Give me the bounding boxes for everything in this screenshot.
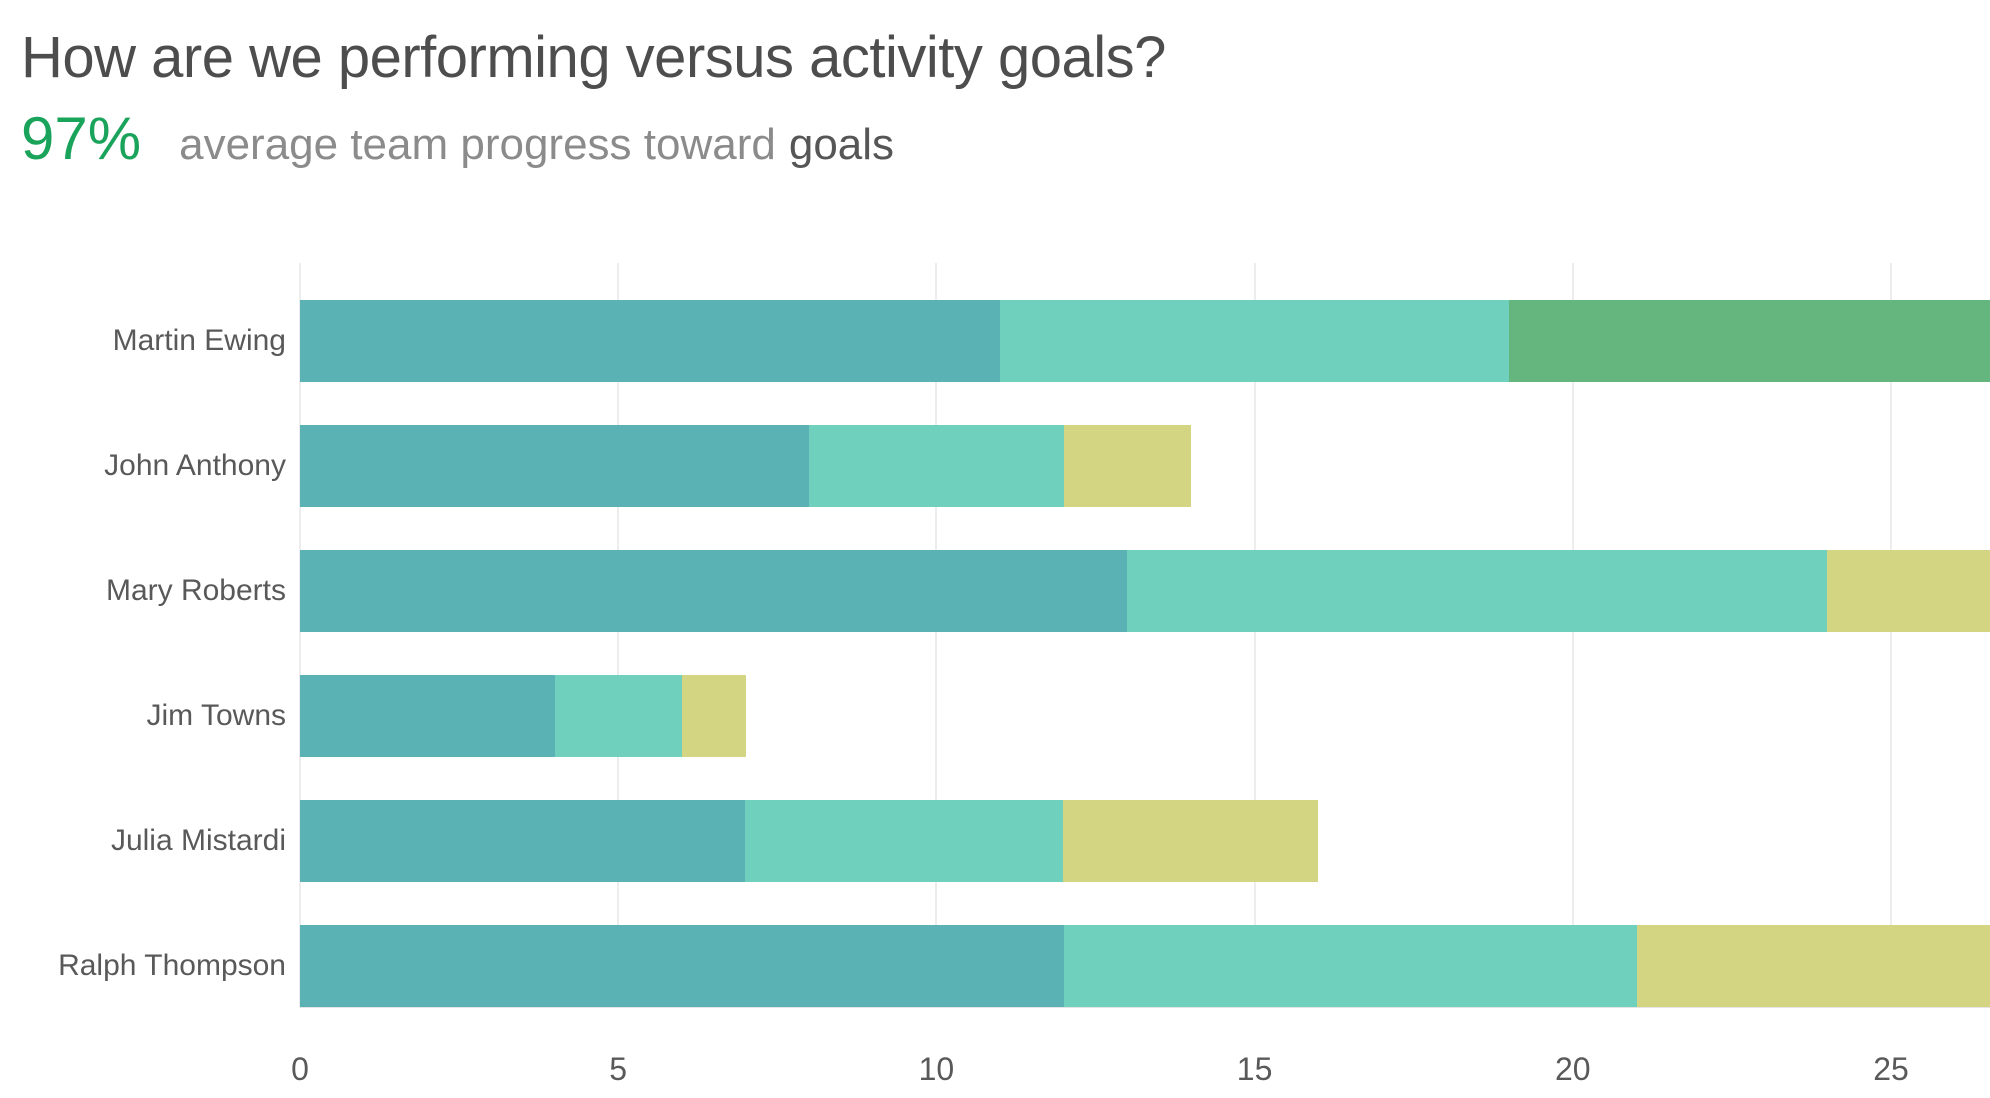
gridline-25 <box>1890 263 1892 1007</box>
kpi-label-emphasis: goals <box>788 120 895 169</box>
bar-segment-martin-ewing-2 <box>1000 300 1509 382</box>
bar-segment-ralph-thompson-1 <box>300 925 1064 1007</box>
x-tick-label: 20 <box>1555 1051 1591 1087</box>
x-tick-label: 15 <box>1236 1051 1273 1087</box>
bar-segment-julia-mistardi-2 <box>745 800 1063 882</box>
x-tick-label: 5 <box>609 1051 628 1087</box>
bar-segment-jim-towns-3 <box>682 675 746 757</box>
bar-segment-john-anthony-3 <box>1064 425 1191 507</box>
bar-ralph-thompson <box>300 925 1990 1007</box>
bar-segment-mary-roberts-2 <box>1127 550 1827 632</box>
bar-segment-jim-towns-2 <box>555 675 682 757</box>
category-label-ralph-thompson: Ralph Thompson <box>58 949 286 982</box>
category-label-martin-ewing: Martin Ewing <box>112 324 286 357</box>
x-tick-label: 25 <box>1873 1051 1909 1087</box>
bar-segment-martin-ewing-3 <box>1509 300 1990 382</box>
gridline-0 <box>299 263 301 1007</box>
bar-john-anthony <box>300 425 1191 507</box>
bar-segment-mary-roberts-1 <box>300 550 1127 632</box>
stacked-bar-chart: Martin Ewing John Anthony Mary Roberts Jim … <box>0 263 1990 1098</box>
x-tick-label: 0 <box>291 1051 309 1087</box>
gridline-5 <box>617 263 620 1007</box>
bar-segment-mary-roberts-3 <box>1827 550 1990 632</box>
bar-julia-mistardi <box>300 800 1318 882</box>
gridline-10 <box>935 263 938 1007</box>
category-label-john-anthony: John Anthony <box>104 449 286 482</box>
x-tick-label: 10 <box>918 1051 955 1087</box>
bar-martin-ewing <box>300 300 1990 382</box>
bar-segment-julia-mistardi-3 <box>1063 800 1318 882</box>
kpi-label: average team progress toward <box>179 120 776 169</box>
category-label-jim-towns: Jim Towns <box>146 699 286 732</box>
kpi-row: 97% average team progress toward goals <box>21 104 894 173</box>
bar-segment-john-anthony-2 <box>809 425 1064 507</box>
kpi-value: 97% <box>21 105 142 172</box>
bar-jim-towns <box>300 675 746 757</box>
bar-segment-martin-ewing-1 <box>300 300 1000 382</box>
page-title: How are we performing versus activity go… <box>21 25 1166 90</box>
bar-segment-ralph-thompson-3 <box>1637 925 1990 1007</box>
bar-segment-ralph-thompson-2 <box>1064 925 1637 1007</box>
bar-segment-john-anthony-1 <box>300 425 809 507</box>
category-label-mary-roberts: Mary Roberts <box>105 574 286 607</box>
category-label-julia-mistardi: Julia Mistardi <box>110 824 286 857</box>
x-axis-baseline <box>300 1007 1990 1008</box>
bar-mary-roberts <box>300 550 1990 632</box>
gridline-15 <box>1253 263 1256 1007</box>
bar-segment-julia-mistardi-1 <box>300 800 745 882</box>
gridline-20 <box>1571 263 1574 1007</box>
bar-segment-jim-towns-1 <box>300 675 555 757</box>
